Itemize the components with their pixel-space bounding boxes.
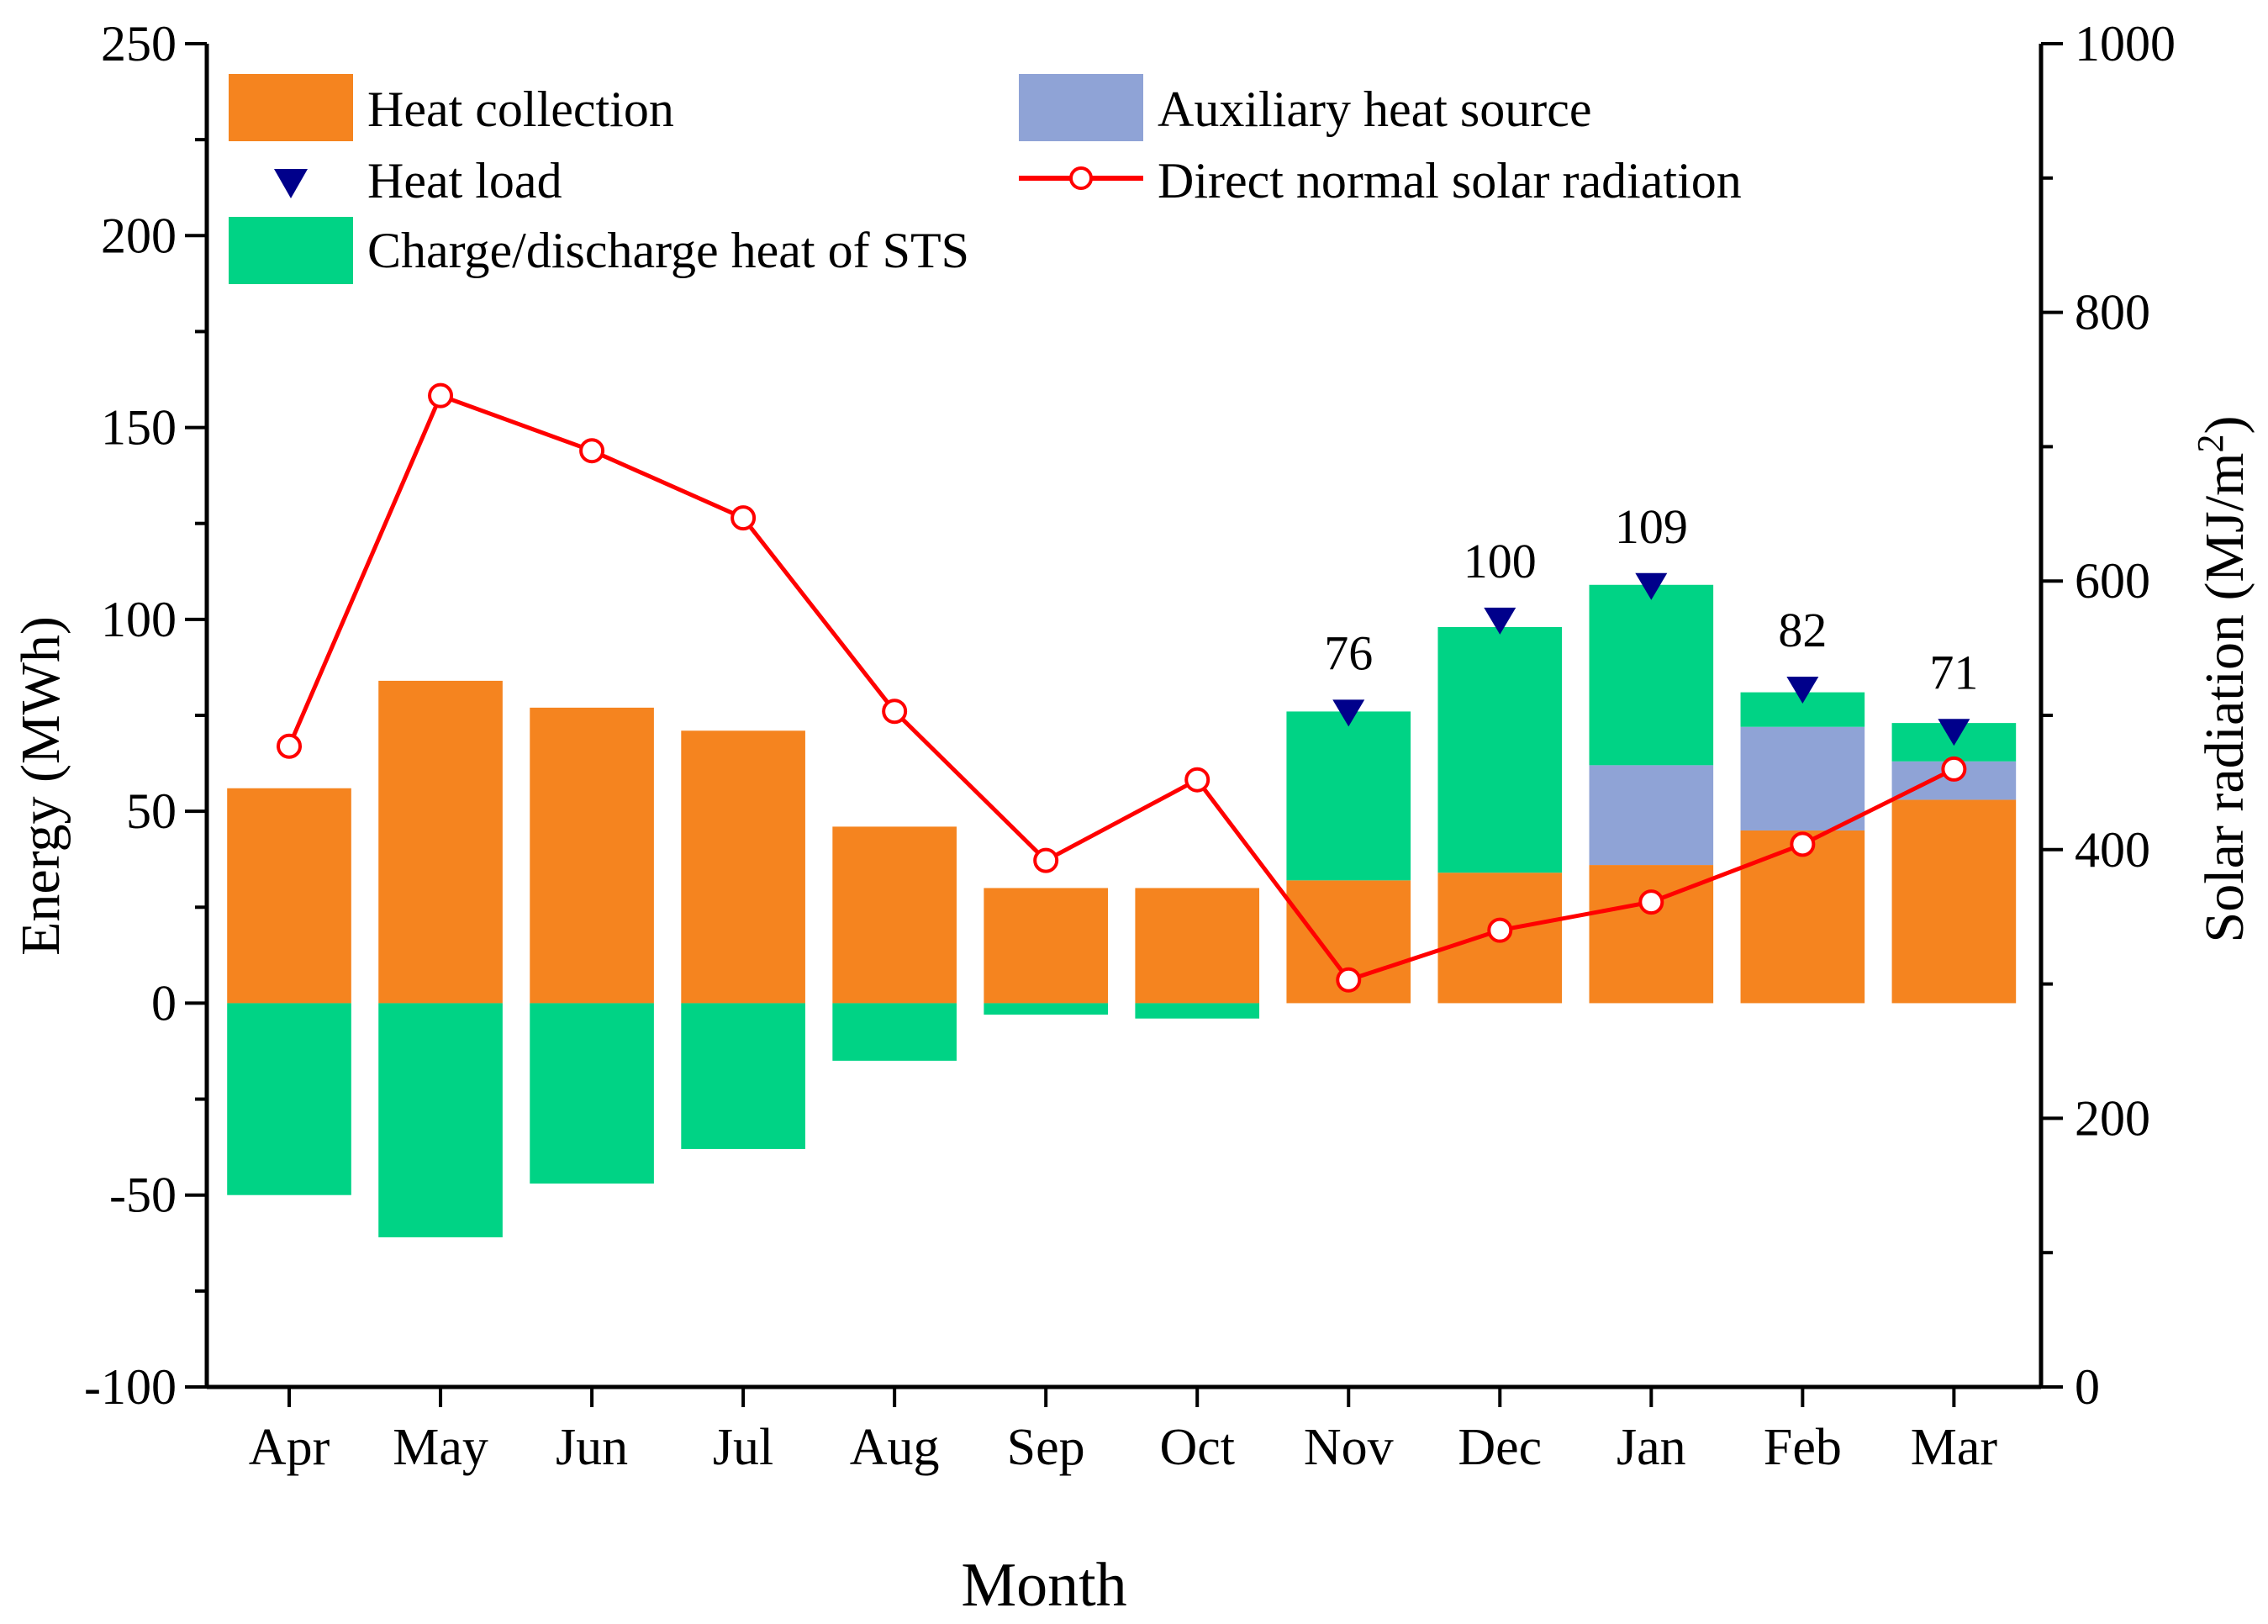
x-tick-label-dec: Dec [1458, 1419, 1542, 1476]
bar-heat-collection-jun [530, 707, 654, 1004]
bar-auxiliary-heat-jan [1589, 765, 1714, 866]
radiation-point-nov [1336, 967, 1362, 993]
x-tick-label-mar: Mar [1911, 1419, 1998, 1476]
bar-sts-charge-dec [1437, 626, 1563, 873]
x-tick-label-aug: Aug [850, 1419, 940, 1476]
left-tick-label: 0 [151, 975, 177, 1031]
radiation-point-oct [1184, 767, 1210, 793]
x-axis-title: Month [961, 1551, 1126, 1620]
bar-heat-collection-oct [1135, 888, 1260, 1004]
bar-heat-collection-apr [227, 788, 351, 1004]
heat-load-marker-jan [1635, 572, 1668, 600]
left-tick-label: 200 [101, 208, 177, 263]
bar-sts-discharge-jul [681, 1003, 805, 1149]
heat-load-label-mar: 71 [1929, 645, 1978, 699]
bar-heat-collection-aug [832, 826, 957, 1004]
radiation-point-dec [1487, 917, 1513, 943]
right-tick-label: 400 [2075, 822, 2150, 878]
heat-load-label-dec: 100 [1464, 534, 1537, 588]
x-tick-label-sep: Sep [1007, 1419, 1085, 1476]
left-tick-label: 250 [101, 16, 177, 71]
radiation-point-mar [1941, 756, 1967, 782]
radiation-point-aug [882, 699, 908, 725]
right-axis-title-main: Solar radiation (MJ/m [2194, 453, 2255, 943]
legend: Heat collection Auxiliary heat source He… [229, 74, 1742, 284]
heat-load-marker-dec [1484, 607, 1516, 635]
radiation-point-jul [731, 505, 757, 531]
left-tick-label: -50 [109, 1168, 177, 1223]
bar-heat-collection-jul [681, 730, 805, 1004]
bar-auxiliary-heat-feb [1740, 726, 1865, 830]
right-tick-label: 600 [2075, 553, 2150, 609]
x-tick-label-may: May [393, 1419, 488, 1476]
radiation-line-layer [277, 382, 1967, 993]
legend-label-charge-discharge-sts: Charge/discharge heat of STS [367, 223, 969, 278]
right-tick-label: 1000 [2075, 16, 2176, 71]
right-tick-label: 800 [2075, 285, 2150, 340]
x-tick-label-nov: Nov [1304, 1419, 1394, 1476]
heat-load-marker-mar [1938, 719, 1970, 746]
heat-load-markers-layer: 76 100 109 82 71 [1324, 499, 1978, 746]
x-tick-label-apr: Apr [249, 1419, 330, 1476]
legend-swatch-charge-discharge-sts [229, 217, 353, 284]
heat-load-marker-feb [1786, 677, 1819, 704]
bar-heat-collection-may [378, 680, 503, 1004]
right-axis-title-superscript: 2 [2190, 435, 2231, 453]
bar-sts-discharge-may [378, 1003, 503, 1237]
bar-sts-discharge-apr [227, 1003, 351, 1195]
radiation-point-sep [1033, 847, 1059, 873]
radiation-line [287, 393, 1955, 983]
x-tick-label-oct: Oct [1159, 1419, 1235, 1476]
left-tick-label: -100 [84, 1359, 177, 1415]
legend-label-heat-load: Heat load [367, 153, 562, 208]
radiation-point-jun [579, 438, 605, 464]
legend-swatch-auxiliary-heat-source [1019, 74, 1143, 141]
radiation-point-may [428, 382, 454, 409]
legend-label-heat-collection: Heat collection [367, 82, 674, 137]
right-tick-label: 0 [2075, 1359, 2100, 1415]
bars-layer [227, 584, 2017, 1237]
axes-layer: -100 -50 0 50 100 150 200 250 0 200 400 600 800 1000 A… [84, 16, 2176, 1476]
bar-sts-discharge-jun [530, 1003, 654, 1184]
bar-sts-discharge-aug [832, 1003, 957, 1061]
left-tick-label: 100 [101, 592, 177, 647]
x-tick-label-jun: Jun [556, 1419, 628, 1476]
bar-heat-collection-sep [984, 888, 1108, 1004]
x-tick-label-feb: Feb [1764, 1419, 1842, 1476]
x-tick-label-jan: Jan [1617, 1419, 1686, 1476]
bar-sts-charge-jan [1589, 584, 1714, 766]
legend-marker-direct-normal-solar-radiation [1069, 166, 1093, 190]
heat-load-label-nov: 76 [1324, 625, 1373, 680]
bar-sts-discharge-sep [984, 1003, 1108, 1015]
heat-load-label-feb: 82 [1778, 603, 1827, 657]
left-tick-label: 50 [126, 783, 177, 839]
legend-label-auxiliary-heat-source: Auxiliary heat source [1158, 82, 1591, 137]
left-axis-title: Energy (MWh) [10, 616, 71, 956]
bar-sts-charge-nov [1286, 711, 1411, 881]
legend-swatch-heat-collection [229, 74, 353, 141]
right-tick-label: 200 [2075, 1090, 2150, 1146]
radiation-point-apr [277, 733, 303, 759]
bar-sts-discharge-oct [1135, 1003, 1260, 1019]
right-axis-title-close: ) [2194, 416, 2255, 435]
left-tick-label: 150 [101, 400, 177, 456]
heat-load-marker-nov [1332, 699, 1365, 727]
radiation-point-jan [1638, 889, 1664, 915]
right-axis-title: Solar radiation (MJ/m2) [2190, 416, 2256, 943]
bar-heat-collection-mar [1891, 799, 2017, 1004]
legend-marker-heat-load [274, 169, 308, 198]
x-tick-label-jul: Jul [713, 1419, 773, 1476]
radiation-point-feb [1790, 831, 1816, 857]
legend-label-direct-normal-solar-radiation: Direct normal solar radiation [1158, 153, 1742, 208]
heat-load-label-jan: 109 [1615, 499, 1688, 554]
